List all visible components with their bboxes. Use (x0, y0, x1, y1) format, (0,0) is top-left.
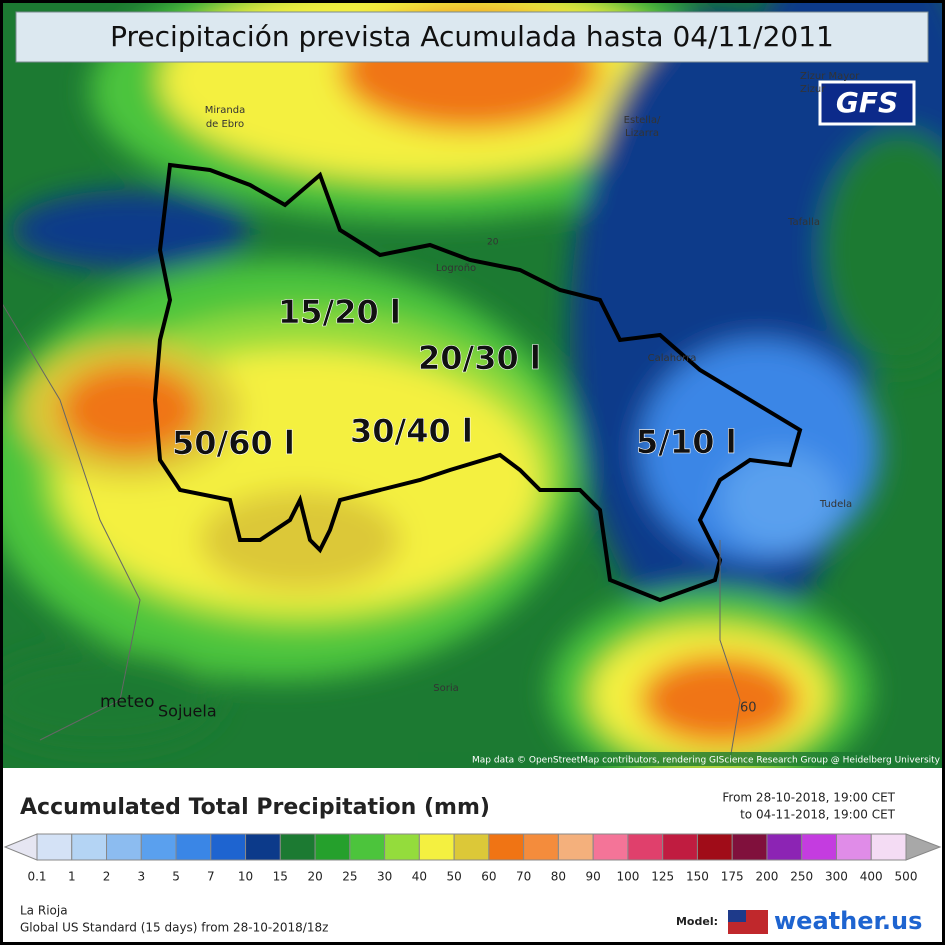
colorbar-box (279, 833, 316, 861)
colorbar-tick-label: 400 (860, 870, 883, 884)
colorbar-tick-label: 10 (238, 870, 253, 884)
colorbar-tick-label: 1 (68, 870, 76, 884)
colorbar-tick-label: 15 (273, 870, 288, 884)
colorbar: 0.1 1 2 3 5 7 10 15 20 25 30 40 50 60 70 80 90 100 125 150 1… (3, 833, 942, 884)
road-label: 60 (740, 701, 757, 716)
flag (728, 910, 746, 922)
colorbar-tick-label: 80 (551, 870, 566, 884)
colorbar-box (36, 833, 73, 861)
colorbar-tick-label: 30 (377, 870, 392, 884)
colorbar-tick-label: 5 (172, 870, 180, 884)
region: La Rioja (20, 904, 68, 918)
colorbar-tick-label: 300 (825, 870, 848, 884)
period: to 04-11-2018, 19:00 CET (740, 808, 896, 822)
watermark: meteo (100, 692, 155, 712)
place: Miranda (205, 105, 245, 116)
zone-label: 15/20 l (278, 293, 401, 331)
model-label: Model: (676, 915, 718, 928)
colorbar-tick-label: 0.1 (27, 870, 46, 884)
zone-label: 20/30 l (418, 339, 541, 377)
colorbar-tick-label: 25 (342, 870, 357, 884)
colorbar-box (245, 833, 281, 861)
colorbar-tick-label: 175 (721, 870, 744, 884)
place: Calahorra (648, 353, 697, 364)
colorbar-box (453, 833, 490, 861)
zone-label: 50/60 l (172, 424, 295, 462)
colorbar-box (766, 833, 803, 861)
colorbar-box (523, 833, 559, 861)
legend-title: Accumulated Total Precipitation (mm) (20, 795, 490, 820)
precip-field (0, 0, 945, 790)
period: From 28-10-2018, 19:00 CET (722, 791, 895, 805)
badge-box (818, 80, 916, 126)
colorbar-tick-label: 250 (790, 870, 813, 884)
place: Tudela (819, 499, 852, 510)
place: de Ebro (206, 119, 244, 130)
place: Sojuela (158, 702, 217, 721)
colorbar-tick-label: 100 (616, 870, 639, 884)
colorbar-tick-label: 2 (103, 870, 111, 884)
place: Zizur (800, 84, 826, 95)
boundary (719, 540, 741, 761)
boundary (0, 299, 141, 741)
colorbar-box (418, 833, 455, 861)
colorbar-tick-label: 200 (756, 870, 779, 884)
colorbar-box (314, 833, 351, 861)
colorbar-box (384, 833, 420, 861)
colorbar-box (870, 833, 907, 861)
title-box (15, 11, 929, 63)
colorbar-box (696, 833, 733, 861)
colorbar-tick-label: 90 (586, 870, 601, 884)
colorbar-tick-label: 3 (137, 870, 145, 884)
region-border (152, 162, 803, 603)
place: Estella/ (624, 115, 661, 126)
place: Zizur Mayor (800, 71, 860, 82)
road-label: 20 (487, 238, 499, 248)
colorbar-tick-label: 50 (446, 870, 461, 884)
colorbar-tick-label: 7 (207, 870, 215, 884)
colorbar-tick-label: 60 (481, 870, 496, 884)
colorbar-box (835, 833, 872, 861)
colorbar-box (801, 833, 837, 861)
colorbar-tick-label: 20 (307, 870, 322, 884)
colorbar-box (662, 833, 698, 861)
zone-label: 5/10 l (636, 423, 737, 461)
colorbar-box (488, 833, 525, 861)
attribution-box (418, 752, 945, 766)
colorbar-box (71, 833, 108, 861)
brand: weather.us (774, 907, 922, 935)
colorbar-tick-label: 70 (516, 870, 531, 884)
colorbar-box (349, 833, 386, 861)
colorbar-box (175, 833, 212, 861)
place: Logroño (436, 263, 476, 274)
badge: GFS (836, 86, 898, 119)
place: Lizarra (625, 128, 659, 139)
attribution: Map data © OpenStreetMap contributors, r… (472, 756, 941, 766)
place: Soria (433, 683, 458, 694)
colorbar-box (140, 833, 177, 861)
colorbar-box (557, 833, 594, 861)
colorbar-tick-label: 150 (686, 870, 709, 884)
colorbar-box (106, 833, 142, 861)
zone-label: 30/40 l (350, 412, 473, 450)
colorbar-box (592, 833, 629, 861)
colorbar-box (627, 833, 664, 861)
colorbar-tick-label: 40 (412, 870, 427, 884)
colorbar-arrow (905, 833, 942, 861)
colorbar-box (210, 833, 247, 861)
colorbar-box (731, 833, 768, 861)
colorbar-tick-label: 500 (895, 870, 918, 884)
title: Precipitación prevista Acumulada hasta 0… (110, 20, 834, 53)
place: Tafalla (787, 217, 820, 228)
model-run: Global US Standard (15 days) from 28-10-… (20, 921, 328, 935)
colorbar-tick-label: 125 (651, 870, 674, 884)
